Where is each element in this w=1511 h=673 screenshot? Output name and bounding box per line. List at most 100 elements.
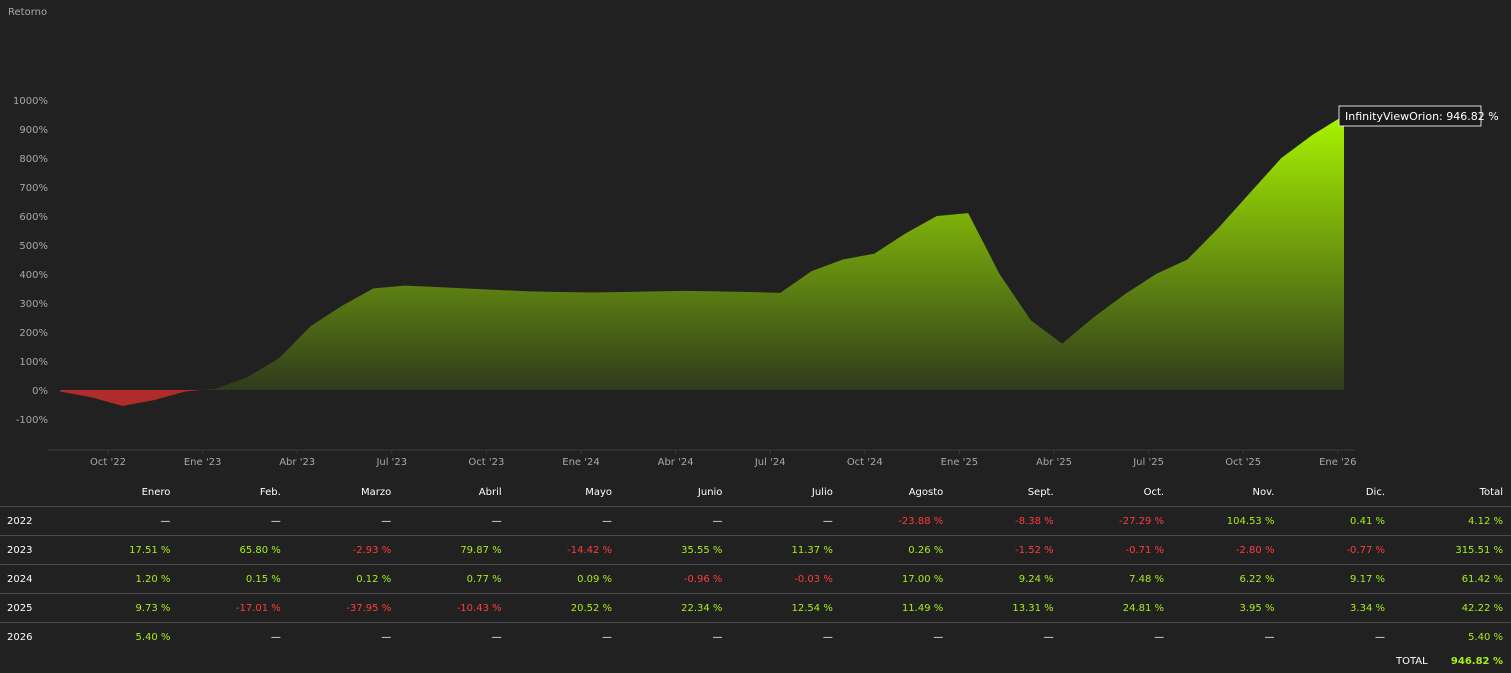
- y-tick-label: 1000%: [13, 96, 48, 107]
- grand-total-value: 946.82 %: [1450, 656, 1503, 667]
- month-return-cell: —: [178, 622, 289, 651]
- series-tooltip: InfinityViewOrion: 946.82 %: [1338, 105, 1499, 127]
- x-tick-label: Ene '24: [562, 457, 599, 468]
- data-point: [905, 233, 906, 234]
- month-return-cell: —: [509, 622, 621, 651]
- x-tick-label: Abr '23: [279, 457, 315, 468]
- month-return-cell: —: [840, 622, 952, 651]
- month-return-cell: 11.37 %: [730, 535, 841, 565]
- x-tick-label: Abr '25: [1036, 457, 1072, 468]
- y-tick-label: 900%: [19, 125, 48, 136]
- table-row: 2022— — — — — — — -23.88 % -8.38 % -27.29 % 104.53…: [0, 506, 1511, 536]
- month-return-cell: —: [288, 622, 400, 651]
- data-point: [936, 216, 937, 217]
- data-point: [874, 253, 875, 254]
- grand-total: TOTAL 946.82 %: [1396, 656, 1503, 667]
- data-point: [1093, 317, 1094, 318]
- month-return-cell: 5.40 %: [68, 622, 179, 651]
- data-point: [153, 400, 154, 401]
- data-point: [592, 292, 593, 293]
- data-point: [91, 397, 92, 398]
- series-area-positive: [60, 115, 1344, 390]
- year-total-cell: 5.40 %: [1393, 622, 1511, 651]
- y-axis: 1000% 900% 800% 700% 600% 500% 400% 300% 200% 100…: [13, 96, 48, 426]
- y-tick-label: 500%: [19, 241, 48, 252]
- data-point: [623, 291, 624, 292]
- y-tick-label: 700%: [19, 183, 48, 194]
- month-return-cell: —: [399, 506, 510, 536]
- month-return-cell: -2.93 %: [288, 535, 400, 565]
- month-return-cell: —: [1172, 622, 1283, 651]
- month-return-cell: 0.26 %: [840, 535, 952, 565]
- month-return-cell: 9.73 %: [68, 593, 179, 623]
- x-tick-label: Ene '23: [184, 457, 221, 468]
- month-return-cell: 104.53 %: [1172, 506, 1283, 536]
- year-total-cell: 4.12 %: [1393, 506, 1511, 536]
- month-header: Marzo: [360, 486, 392, 498]
- month-header: Feb.: [259, 486, 281, 498]
- month-return-cell: -10.43 %: [399, 593, 510, 623]
- data-point: [435, 287, 436, 288]
- data-point: [748, 291, 749, 292]
- month-return-cell: -0.77 %: [1282, 535, 1393, 565]
- month-return-cell: 9.24 %: [951, 564, 1062, 594]
- data-point: [968, 213, 969, 214]
- data-point: [529, 291, 530, 292]
- month-return-cell: -2.80 %: [1172, 535, 1283, 565]
- month-return-cell: 35.55 %: [620, 535, 731, 565]
- month-return-cell: -8.38 %: [951, 506, 1062, 536]
- data-point: [717, 291, 718, 292]
- month-return-cell: 7.48 %: [1061, 564, 1173, 594]
- y-tick-label: -100%: [16, 415, 48, 426]
- month-return-cell: 0.77 %: [399, 564, 510, 594]
- data-point: [467, 288, 468, 289]
- month-return-cell: 24.81 %: [1061, 593, 1173, 623]
- month-return-cell: 11.49 %: [840, 593, 952, 623]
- month-return-cell: —: [1061, 622, 1173, 651]
- y-tick-label: 100%: [19, 357, 48, 368]
- month-return-cell: —: [620, 506, 731, 536]
- month-header: Sept.: [1027, 486, 1054, 498]
- data-point: [1250, 192, 1251, 193]
- data-point: [216, 388, 217, 389]
- returns-area-chart[interactable]: 1000% 900% 800% 700% 600% 500% 400% 300% 200% 100…: [0, 0, 1511, 475]
- month-return-cell: —: [1282, 622, 1393, 651]
- table-row: 2023 17.51 % 65.80 % -2.93 % 79.87 % -14.42 %…: [0, 535, 1511, 565]
- month-return-cell: 79.87 %: [399, 535, 510, 565]
- data-point: [561, 291, 562, 292]
- x-axis: Oct '22 Ene '23 Abr '23 Jul '23 Oct '23 Ene '…: [48, 449, 1357, 468]
- year-total-cell: 61.42 %: [1393, 564, 1511, 594]
- x-tick-label: Oct '25: [1225, 457, 1261, 468]
- month-return-cell: 17.51 %: [68, 535, 179, 565]
- year-cell: 2025: [0, 593, 68, 623]
- month-return-cell: -0.03 %: [730, 564, 841, 594]
- data-point: [780, 292, 781, 293]
- data-point: [122, 405, 123, 406]
- month-return-cell: -14.42 %: [509, 535, 621, 565]
- data-point: [498, 289, 499, 290]
- month-return-cell: —: [399, 622, 510, 651]
- month-header: Julio: [811, 486, 833, 498]
- data-point: [842, 259, 843, 260]
- year-column-header: [0, 478, 68, 507]
- year-cell: 2024: [0, 564, 68, 594]
- data-point: [1312, 134, 1313, 135]
- data-point: [247, 376, 248, 377]
- month-header: Mayo: [585, 486, 613, 498]
- month-return-cell: 0.41 %: [1282, 506, 1393, 536]
- month-return-cell: —: [288, 506, 400, 536]
- month-return-cell: 0.09 %: [509, 564, 621, 594]
- month-return-cell: 3.34 %: [1282, 593, 1393, 623]
- data-point: [1281, 158, 1282, 159]
- table-row: 2025 9.73 % -17.01 % -37.95 % -10.43 % 20.52 …: [0, 593, 1511, 623]
- data-point: [185, 391, 186, 392]
- grand-total-label: TOTAL: [1395, 656, 1428, 667]
- month-return-cell: 13.31 %: [951, 593, 1062, 623]
- month-return-cell: 0.15 %: [178, 564, 289, 594]
- month-return-cell: —: [178, 506, 289, 536]
- monthly-returns-table: Enero Feb. Marzo Abril Mayo Junio Julio Agosto S…: [0, 478, 1511, 651]
- month-header: Oct.: [1143, 486, 1165, 498]
- month-return-cell: -17.01 %: [178, 593, 289, 623]
- y-tick-label: 300%: [19, 299, 48, 310]
- chart-title: Retorno: [8, 7, 48, 18]
